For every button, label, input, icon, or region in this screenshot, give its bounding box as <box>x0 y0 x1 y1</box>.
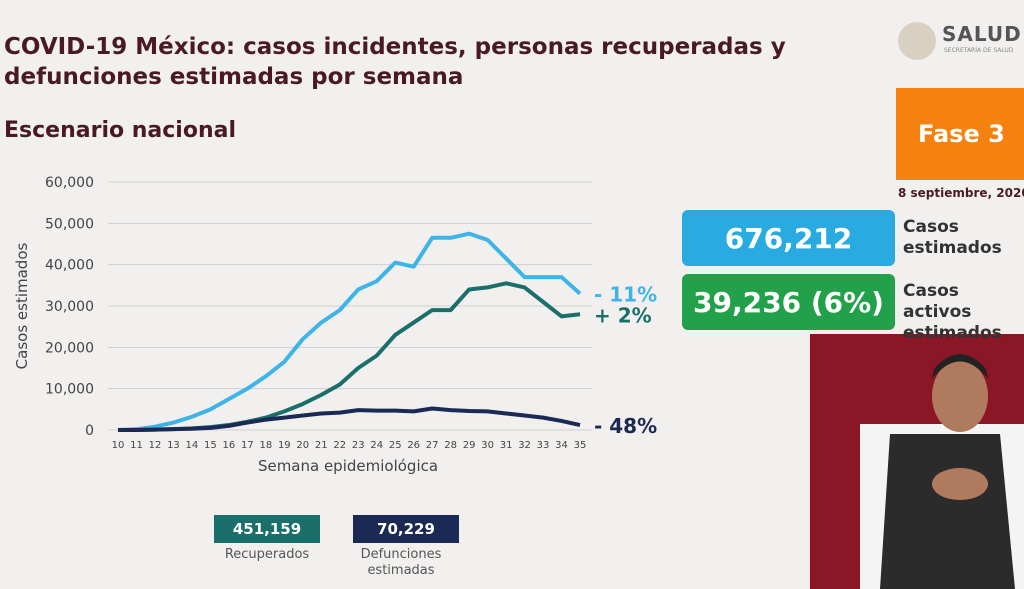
video <box>810 334 1024 589</box>
y-tick-label: 30,000 <box>45 299 94 315</box>
x-tick-label: 12 <box>149 440 162 451</box>
x-tick-label: 31 <box>500 440 513 451</box>
x-tick-label: 27 <box>426 440 439 451</box>
x-axis-label: Semana epidemiológica <box>258 457 438 475</box>
y-tick-label: 40,000 <box>45 258 94 274</box>
x-tick-label: 35 <box>574 440 587 451</box>
x-tick-label: 15 <box>204 440 217 451</box>
x-tick-label: 28 <box>444 440 457 451</box>
x-tick-label: 24 <box>370 440 383 451</box>
logo-sub: SECRETARÍA DE SALUD <box>944 47 1014 54</box>
stat-value: 39,236 (6%) <box>682 274 895 330</box>
y-tick-label: 0 <box>85 423 94 439</box>
x-tick-label: 21 <box>315 440 328 451</box>
date: 8 septiembre, 2020 <box>898 186 1024 200</box>
series-line <box>118 281 581 432</box>
end-label: - 48% <box>594 414 657 438</box>
x-tick-label: 25 <box>389 440 402 451</box>
stat-value: 676,212 <box>682 210 895 266</box>
interpreter <box>860 354 1024 589</box>
y-tick-label: 20,000 <box>45 340 94 356</box>
x-tick-label: 32 <box>518 440 531 451</box>
y-tick-label: 10,000 <box>45 382 94 398</box>
total-label: Recuperados <box>224 547 310 562</box>
x-tick-label: 14 <box>186 440 199 451</box>
subtitle: Escenario nacional <box>4 118 237 143</box>
y-tick-label: 50,000 <box>45 216 94 232</box>
x-tick-label: 10 <box>112 440 125 451</box>
stat-label: Casos activos estimados <box>903 281 1002 343</box>
x-tick-label: 30 <box>481 440 494 451</box>
x-tick-label: 22 <box>333 440 346 451</box>
x-tick-label: 18 <box>259 440 272 451</box>
x-tick-label: 33 <box>537 440 550 451</box>
y-tick-label: 60,000 <box>45 175 94 191</box>
logo: SALUD <box>942 22 1022 46</box>
title: COVID-19 México: casos incidentes, perso… <box>4 34 786 90</box>
x-tick-label: 11 <box>130 440 143 451</box>
x-tick-label: 20 <box>296 440 309 451</box>
stat-label: Casos estimados <box>903 217 1002 258</box>
total-label: Defunciones estimadas <box>360 547 442 578</box>
series-line <box>117 231 582 432</box>
total-value: 451,159 <box>214 515 320 543</box>
end-label: - 11% <box>594 283 657 307</box>
seal <box>898 22 936 60</box>
series-line <box>118 406 581 432</box>
phase: Fase 3 <box>896 88 1024 180</box>
total-value: 70,229 <box>353 515 459 543</box>
end-label: + 2% <box>594 303 652 327</box>
x-tick-label: 17 <box>241 440 254 451</box>
y-axis-label: Casos estimados <box>13 242 31 369</box>
x-tick-label: 16 <box>223 440 236 451</box>
x-tick-label: 34 <box>555 440 568 451</box>
x-tick-label: 23 <box>352 440 365 451</box>
x-tick-label: 26 <box>407 440 420 451</box>
x-tick-label: 19 <box>278 440 291 451</box>
x-tick-label: 13 <box>167 440 180 451</box>
x-tick-label: 29 <box>463 440 476 451</box>
